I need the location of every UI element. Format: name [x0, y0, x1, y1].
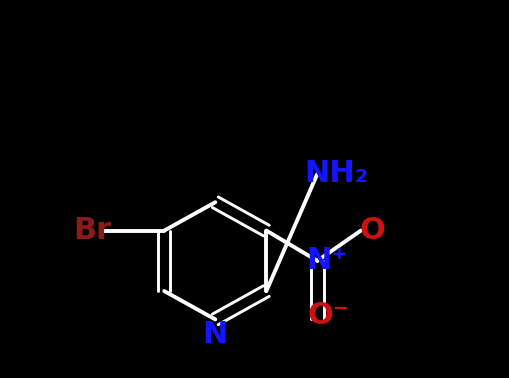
- Text: N⁺: N⁺: [305, 246, 347, 275]
- Text: N: N: [202, 320, 228, 349]
- Text: Br: Br: [73, 216, 111, 245]
- Text: O: O: [358, 216, 384, 245]
- Text: O⁻: O⁻: [307, 301, 349, 330]
- Text: NH₂: NH₂: [303, 160, 367, 188]
